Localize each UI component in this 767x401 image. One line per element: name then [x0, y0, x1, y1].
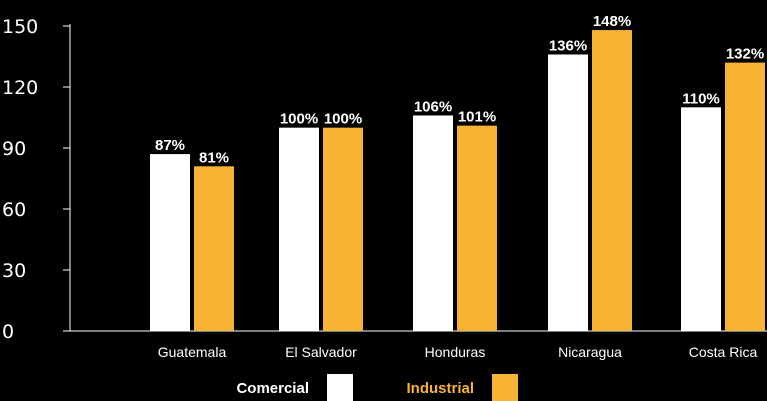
y-tick-label: 90	[2, 138, 26, 160]
legend-label-comercial: Comercial	[236, 380, 309, 397]
data-label: 136%	[549, 37, 587, 54]
data-label: 110%	[682, 90, 720, 107]
data-label: 81%	[199, 149, 229, 166]
data-label: 100%	[280, 111, 318, 128]
x-tick-labels: Guatemala El Salvador Honduras Nicaragua Cos…	[158, 344, 758, 360]
legend: Comercial Industrial	[236, 374, 518, 401]
bar-industrial-el-salvador	[323, 127, 363, 332]
x-tick-label: Honduras	[425, 344, 486, 360]
x-tick-label: Costa Rica	[689, 344, 758, 360]
data-label: 148%	[593, 13, 631, 30]
bars-layer	[150, 30, 765, 332]
y-tick-label: 120	[2, 77, 38, 99]
data-label: 132%	[726, 46, 764, 63]
y-tick-label: 30	[2, 260, 26, 282]
x-tick-label: El Salvador	[285, 344, 357, 360]
bar-industrial-honduras	[457, 125, 497, 331]
bar-industrial-nicaragua	[592, 30, 632, 332]
bar-industrial-guatemala	[194, 166, 234, 331]
bar-comercial-costa-rica	[681, 107, 721, 331]
data-label: 100%	[324, 111, 362, 128]
y-tick-label: 0	[2, 321, 14, 343]
data-label: 87%	[155, 137, 185, 154]
x-tick-label: Nicaragua	[558, 344, 622, 360]
bar-comercial-honduras	[413, 115, 453, 331]
legend-swatch-industrial	[492, 374, 518, 401]
legend-swatch-comercial	[327, 374, 353, 401]
bar-comercial-guatemala	[150, 154, 190, 331]
bar-comercial-nicaragua	[548, 54, 588, 331]
x-tick-label: Guatemala	[158, 344, 227, 360]
data-labels-layer: 87% 81% 100% 100% 106% 101% 136% 148% 110% 132%	[155, 13, 764, 166]
data-label: 101%	[458, 109, 496, 126]
y-tick-label: 150	[2, 16, 38, 38]
legend-label-industrial: Industrial	[406, 380, 474, 397]
bar-comercial-el-salvador	[279, 127, 319, 332]
bar-industrial-costa-rica	[725, 62, 765, 331]
axis-layer: 0 30 60 90 120 150	[2, 16, 767, 343]
y-tick-label: 60	[2, 199, 26, 221]
data-label: 106%	[414, 98, 452, 115]
